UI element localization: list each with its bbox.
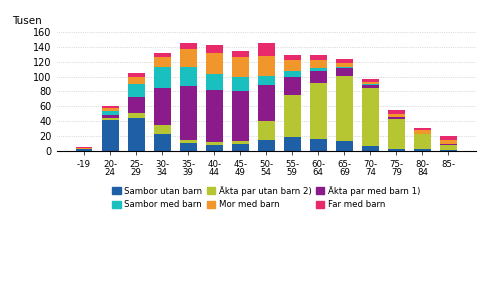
Bar [336,76,353,141]
Bar [180,67,196,86]
Bar [440,144,457,145]
Bar [206,145,222,151]
Bar [102,120,118,151]
Bar [232,57,248,77]
Bar [206,46,222,53]
Bar [128,118,144,151]
Bar [414,130,431,134]
Bar [310,55,327,60]
Bar [76,147,92,148]
Bar [336,63,353,67]
Bar [310,60,327,69]
Bar [362,84,379,85]
Bar [102,105,118,108]
Bar [232,77,248,91]
Bar [388,149,405,151]
Bar [180,143,196,151]
Bar [154,125,170,134]
Bar [310,71,327,83]
Bar [310,69,327,71]
Bar [336,69,353,76]
Bar [440,145,457,150]
Bar [154,67,170,88]
Bar [128,84,144,97]
Bar [440,150,457,151]
Bar [232,51,248,57]
Bar [284,137,301,151]
Bar [154,134,170,151]
Bar [180,43,196,49]
Bar [310,139,327,151]
Bar [414,149,431,151]
Bar [154,57,170,67]
Bar [284,77,301,95]
Bar [102,115,118,118]
Bar [440,140,457,144]
Bar [414,128,431,130]
Bar [102,108,118,111]
Bar [336,67,353,69]
Bar [206,53,222,74]
Bar [362,88,379,146]
Bar [362,85,379,88]
Bar [76,149,92,151]
Bar [258,43,275,56]
Bar [128,77,144,84]
Bar [128,97,144,113]
Bar [206,90,222,142]
Bar [284,71,301,77]
Bar [336,59,353,63]
Bar [362,79,379,82]
Bar [258,56,275,76]
Bar [76,148,92,149]
Bar [102,118,118,120]
Bar [362,146,379,151]
Bar [180,86,196,140]
Bar [440,136,457,140]
Bar [206,142,222,145]
Bar [258,140,275,151]
Bar [336,141,353,151]
Bar [102,111,118,115]
Bar [232,141,248,144]
Bar [232,144,248,151]
Bar [388,110,405,114]
Bar [154,53,170,57]
Bar [284,95,301,137]
Bar [180,140,196,143]
Bar [258,85,275,121]
Bar [414,134,431,149]
Bar [128,113,144,118]
Bar [258,121,275,140]
Bar [180,49,196,67]
Bar [388,114,405,117]
Bar [154,88,170,125]
Y-axis label: Tusen: Tusen [12,16,42,26]
Bar [232,91,248,141]
Bar [362,82,379,84]
Bar [258,76,275,85]
Bar [388,117,405,119]
Bar [388,119,405,149]
Legend: Sambor utan barn, Sambor med barn, Äkta par utan barn 2), Mor med barn, Äkta par: Sambor utan barn, Sambor med barn, Äkta … [112,186,420,209]
Bar [284,60,301,71]
Bar [310,83,327,139]
Bar [284,55,301,60]
Bar [128,73,144,77]
Bar [206,74,222,90]
